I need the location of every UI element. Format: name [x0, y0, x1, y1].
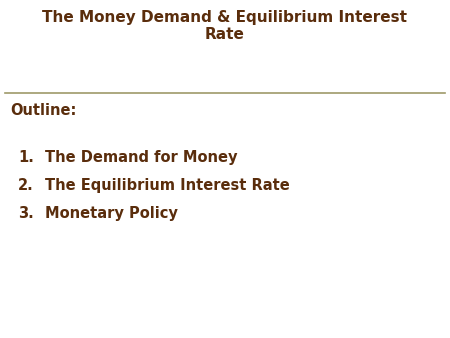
- Text: Monetary Policy: Monetary Policy: [45, 206, 178, 221]
- Text: Outline:: Outline:: [10, 103, 76, 118]
- Text: The Money Demand & Equilibrium Interest
Rate: The Money Demand & Equilibrium Interest …: [42, 10, 408, 42]
- Text: 3.: 3.: [18, 206, 34, 221]
- Text: The Demand for Money: The Demand for Money: [45, 150, 238, 165]
- Text: 1.: 1.: [18, 150, 34, 165]
- Text: 2.: 2.: [18, 178, 34, 193]
- Text: The Equilibrium Interest Rate: The Equilibrium Interest Rate: [45, 178, 290, 193]
